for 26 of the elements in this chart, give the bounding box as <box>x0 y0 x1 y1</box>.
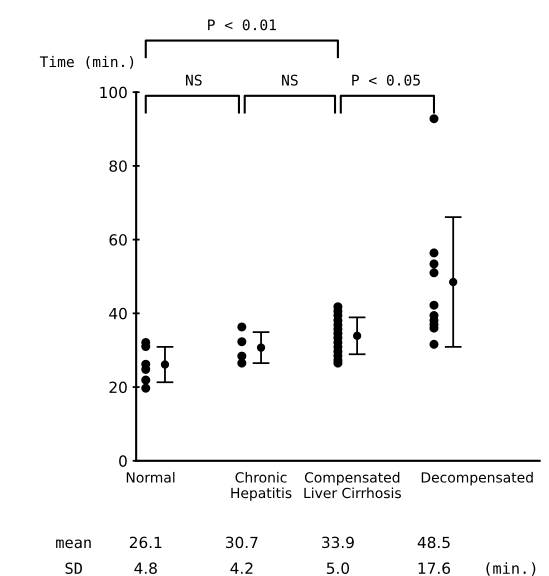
text: NS <box>186 74 202 86</box>
x-tick-label: Normal <box>126 472 174 483</box>
y-tick-label: 60 <box>109 234 127 246</box>
data-label: 48.5 <box>418 536 450 548</box>
text: 17.6 <box>418 562 450 574</box>
y-axis-title: Time (min.) <box>40 56 134 69</box>
x-tick-label: Decompensated <box>422 472 533 486</box>
text: (min.) <box>486 562 536 576</box>
x-tick-label: Compensated Liver Cirrhosis <box>304 472 401 498</box>
data-label: 30.7 <box>226 536 258 548</box>
text: mean <box>56 539 91 548</box>
text: 5.0 <box>326 562 350 574</box>
text: P < 0.01 <box>208 19 276 30</box>
y-tick-label: 40 <box>109 308 127 320</box>
text: NS <box>282 74 298 86</box>
y-tick-label: 20 <box>109 382 127 394</box>
x-tick-label: Chronic Hepatitis <box>231 472 292 501</box>
text: 4.8 <box>134 562 157 574</box>
y-tick-label: 80 <box>109 160 127 172</box>
text: SD <box>66 562 82 574</box>
text: 4.2 <box>230 562 252 574</box>
text: P < 0.05 <box>352 74 420 86</box>
y-tick-label: 0 <box>119 455 127 467</box>
y-tick-label: 100 <box>100 86 127 98</box>
data-label: 26.1 <box>130 536 162 548</box>
data-label: 33.9 <box>322 536 354 548</box>
